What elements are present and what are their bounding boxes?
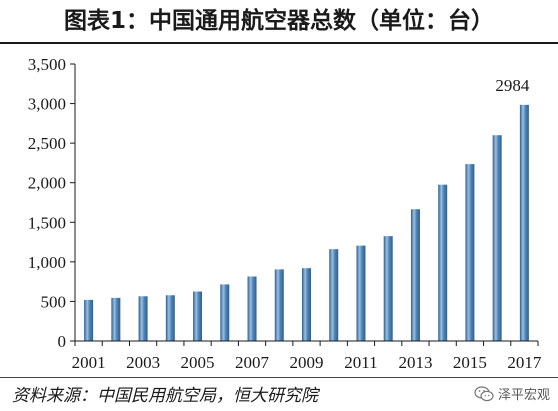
title-divider bbox=[0, 42, 558, 44]
y-tick-label: 2,500 bbox=[28, 134, 66, 153]
x-tick-label: 2015 bbox=[453, 353, 487, 372]
x-tick-label: 2009 bbox=[290, 353, 324, 372]
x-tick-label: 2013 bbox=[398, 353, 432, 372]
source-divider bbox=[0, 377, 558, 378]
axes bbox=[74, 64, 538, 342]
bar-2005 bbox=[193, 291, 203, 341]
y-tick-label: 1,500 bbox=[28, 213, 66, 232]
x-tick-label: 2017 bbox=[507, 353, 542, 372]
y-tick-label: 1,000 bbox=[28, 253, 66, 272]
bar-2013 bbox=[410, 209, 420, 341]
bar-2002 bbox=[111, 297, 121, 341]
bar-2017 bbox=[519, 104, 529, 341]
x-tick-label: 2005 bbox=[181, 353, 215, 372]
bar-2009 bbox=[302, 268, 311, 341]
data-labels: 2984 bbox=[495, 76, 530, 95]
x-tick-label: 2003 bbox=[126, 353, 160, 372]
bar-2001 bbox=[84, 299, 94, 341]
bar-2003 bbox=[138, 296, 148, 341]
y-tick-label: 2,000 bbox=[28, 174, 66, 193]
bar-2010 bbox=[329, 249, 339, 341]
bar-2014 bbox=[438, 184, 448, 341]
y-tick-label: 0 bbox=[58, 332, 67, 351]
bar-2016 bbox=[492, 135, 502, 341]
bar-2006 bbox=[220, 284, 230, 341]
wechat-icon bbox=[474, 385, 494, 401]
bar-2011 bbox=[356, 245, 366, 341]
chart-title: 图表1：中国通用航空器总数（单位：台） bbox=[63, 8, 494, 34]
y-axis-ticks: 0 500 1,000 1,500 2,000 2,500 3,000 3,500 bbox=[28, 55, 75, 351]
y-tick-label: 500 bbox=[41, 292, 67, 311]
data-label-2017: 2984 bbox=[495, 76, 530, 95]
watermark: 泽平宏观 bbox=[474, 384, 550, 403]
y-tick-label: 3,000 bbox=[28, 95, 66, 114]
watermark-text: 泽平宏观 bbox=[497, 388, 550, 403]
bar-2007 bbox=[247, 276, 257, 341]
x-tick-label: 2007 bbox=[235, 353, 270, 372]
y-tick-label: 3,500 bbox=[28, 55, 66, 74]
bar-2015 bbox=[465, 164, 475, 341]
x-tick-label: 2011 bbox=[344, 353, 377, 372]
bar-2008 bbox=[274, 269, 284, 341]
x-axis-ticks: 2001 2003 2005 2007 2009 2011 2013 2015 2017 bbox=[72, 341, 542, 372]
bar-series bbox=[84, 104, 529, 341]
x-tick-label: 2001 bbox=[72, 353, 106, 372]
bar-2012 bbox=[383, 236, 393, 341]
source-note: 资料来源：中国民用航空局，恒大研究院 bbox=[12, 386, 318, 406]
bar-2004 bbox=[165, 295, 175, 341]
